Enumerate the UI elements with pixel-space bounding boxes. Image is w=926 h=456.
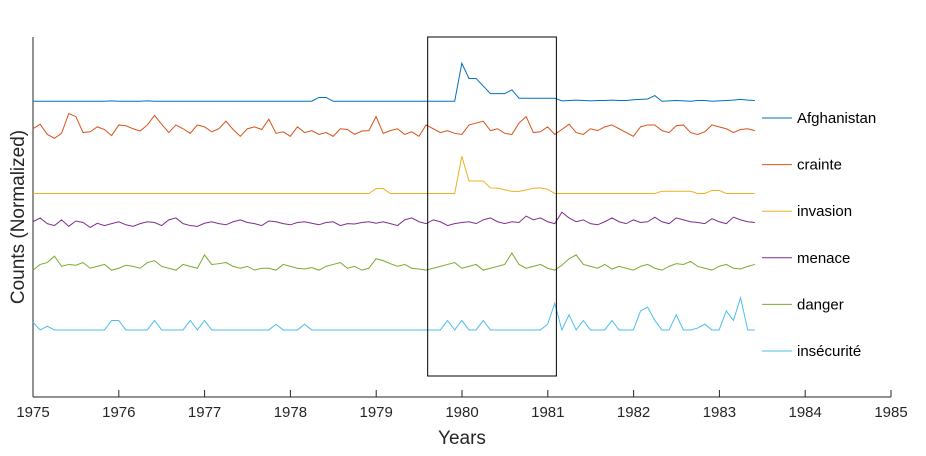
legend-label: menace [797, 250, 850, 267]
x-tick-label: 1981 [531, 404, 564, 421]
y-axis-title: Counts (Normalized) [8, 130, 29, 304]
series-line-insécurité [32, 295, 755, 332]
legend-label: crainte [797, 157, 842, 174]
legend-label: invasion [797, 203, 852, 220]
x-tick-label: 1983 [703, 404, 736, 421]
series-lines [32, 61, 755, 332]
legend-label: danger [797, 296, 844, 313]
x-tick-label: 1975 [16, 404, 49, 421]
series-line-invasion [33, 156, 755, 194]
series-line-menace [32, 211, 755, 229]
x-tick-label: 1982 [617, 404, 650, 421]
legend-label: Afghanistan [797, 110, 876, 127]
x-tick-label: 1979 [360, 404, 393, 421]
series-line-Afghanistan [33, 61, 755, 102]
x-tick-label: 1976 [102, 404, 135, 421]
x-tick-label: 1980 [445, 404, 478, 421]
legend-label: insécurité [797, 343, 861, 360]
x-ticks: 1975 1976 1977 1978 1979 1980 1981 1982 1983 1984… [16, 390, 908, 421]
axes [32, 37, 891, 398]
x-tick-label: 1985 [874, 404, 907, 421]
legend: Afghanistan crainte invasion menace danger in… [762, 110, 876, 360]
x-tick-label: 1978 [274, 404, 307, 421]
x-tick-label: 1977 [188, 404, 221, 421]
series-line-danger [32, 252, 755, 271]
highlight-box [427, 36, 557, 377]
x-axis-title: Years [438, 428, 486, 449]
series-line-crainte [32, 112, 755, 139]
x-tick-label: 1984 [789, 404, 822, 421]
